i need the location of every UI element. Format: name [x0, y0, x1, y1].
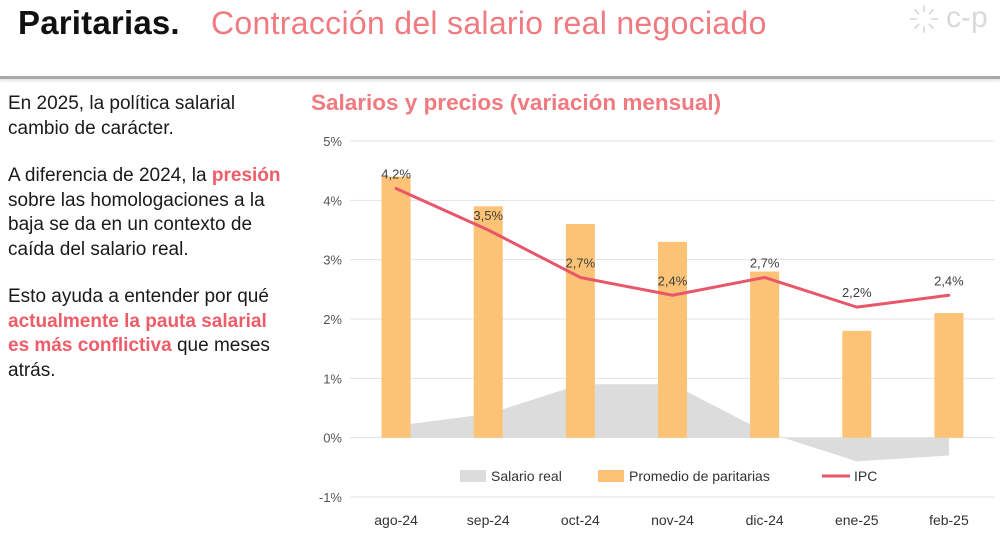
y-tick-label: 4%	[323, 193, 342, 208]
page-title: Paritarias.	[18, 4, 180, 41]
paritarias-bar	[565, 224, 595, 438]
header-bar: Paritarias. Contracción del salario real…	[0, 0, 1000, 79]
commentary-paragraph-2: A diferencia de 2024, la presión sobre l…	[8, 164, 293, 262]
salary-price-chart: -1% 0% 1% 2% 3% 4% 5% 4,2% 3,5% 2,7% 2,4% 2,7% 2,2% 2…	[319, 134, 995, 528]
paritarias-bar	[473, 206, 503, 438]
chart-title: Salarios y precios (variación mensual)	[311, 90, 722, 115]
x-tick-label: nov-24	[651, 512, 694, 528]
legend-label-salario-real: Salario real	[491, 468, 562, 484]
y-tick-label: 3%	[323, 253, 342, 268]
commentary-panel: En 2025, la política salarial cambio de …	[8, 92, 293, 406]
highlight-conflictiva: actualmente la pauta salarial es más con…	[8, 310, 267, 357]
legend-swatch-paritarias	[598, 470, 624, 482]
y-tick-label: 2%	[323, 312, 342, 327]
commentary-paragraph-1: En 2025, la política salarial cambio de …	[8, 93, 236, 139]
paritarias-bar	[381, 176, 411, 438]
commentary-paragraph-3: Esto ayuda a entender por qué actualment…	[8, 285, 293, 383]
x-tick-label: dic-24	[746, 512, 784, 528]
ipc-data-label: 2,7%	[566, 255, 596, 270]
legend-swatch-salario-real	[460, 470, 486, 482]
commentary-text: A diferencia de 2024, la	[8, 165, 212, 186]
brand-logo-icon	[910, 5, 938, 33]
x-tick-label: oct-24	[561, 512, 600, 528]
commentary-text: que meses atrás.	[8, 335, 270, 381]
legend-label-ipc: IPC	[854, 468, 877, 484]
commentary-text: Esto ayuda a entender por qué	[8, 286, 269, 307]
y-tick-label: 0%	[323, 431, 342, 446]
ipc-data-label: 2,2%	[842, 285, 872, 300]
highlight-presion: presión	[211, 165, 281, 186]
y-tick-label: 1%	[323, 371, 342, 386]
ipc-data-label: 2,4%	[934, 273, 964, 288]
x-tick-label: feb-25	[929, 512, 969, 528]
legend-label-paritarias: Promedio de paritarias	[629, 468, 770, 484]
paritarias-bar	[934, 313, 964, 438]
paritarias-bar	[842, 330, 872, 438]
page-subtitle: Contracción del salario real negociado	[211, 5, 767, 41]
y-tick-label: 5%	[323, 134, 342, 149]
x-tick-label: ago-24	[374, 512, 418, 528]
x-tick-label: ene-25	[835, 512, 879, 528]
y-tick-label: -1%	[319, 490, 343, 505]
ipc-data-label: 3,5%	[473, 208, 503, 223]
ipc-data-label: 4,2%	[381, 166, 411, 181]
commentary-text: sobre las homologaciones a la baja se da…	[8, 189, 265, 260]
ipc-data-label: 2,7%	[750, 255, 780, 270]
x-tick-label: sep-24	[467, 512, 510, 528]
brand-logo-text: c-p	[946, 1, 988, 34]
ipc-data-label: 2,4%	[658, 273, 688, 288]
ipc-line	[394, 186, 951, 309]
paritarias-bar	[658, 241, 687, 438]
paritarias-bar	[750, 271, 780, 438]
